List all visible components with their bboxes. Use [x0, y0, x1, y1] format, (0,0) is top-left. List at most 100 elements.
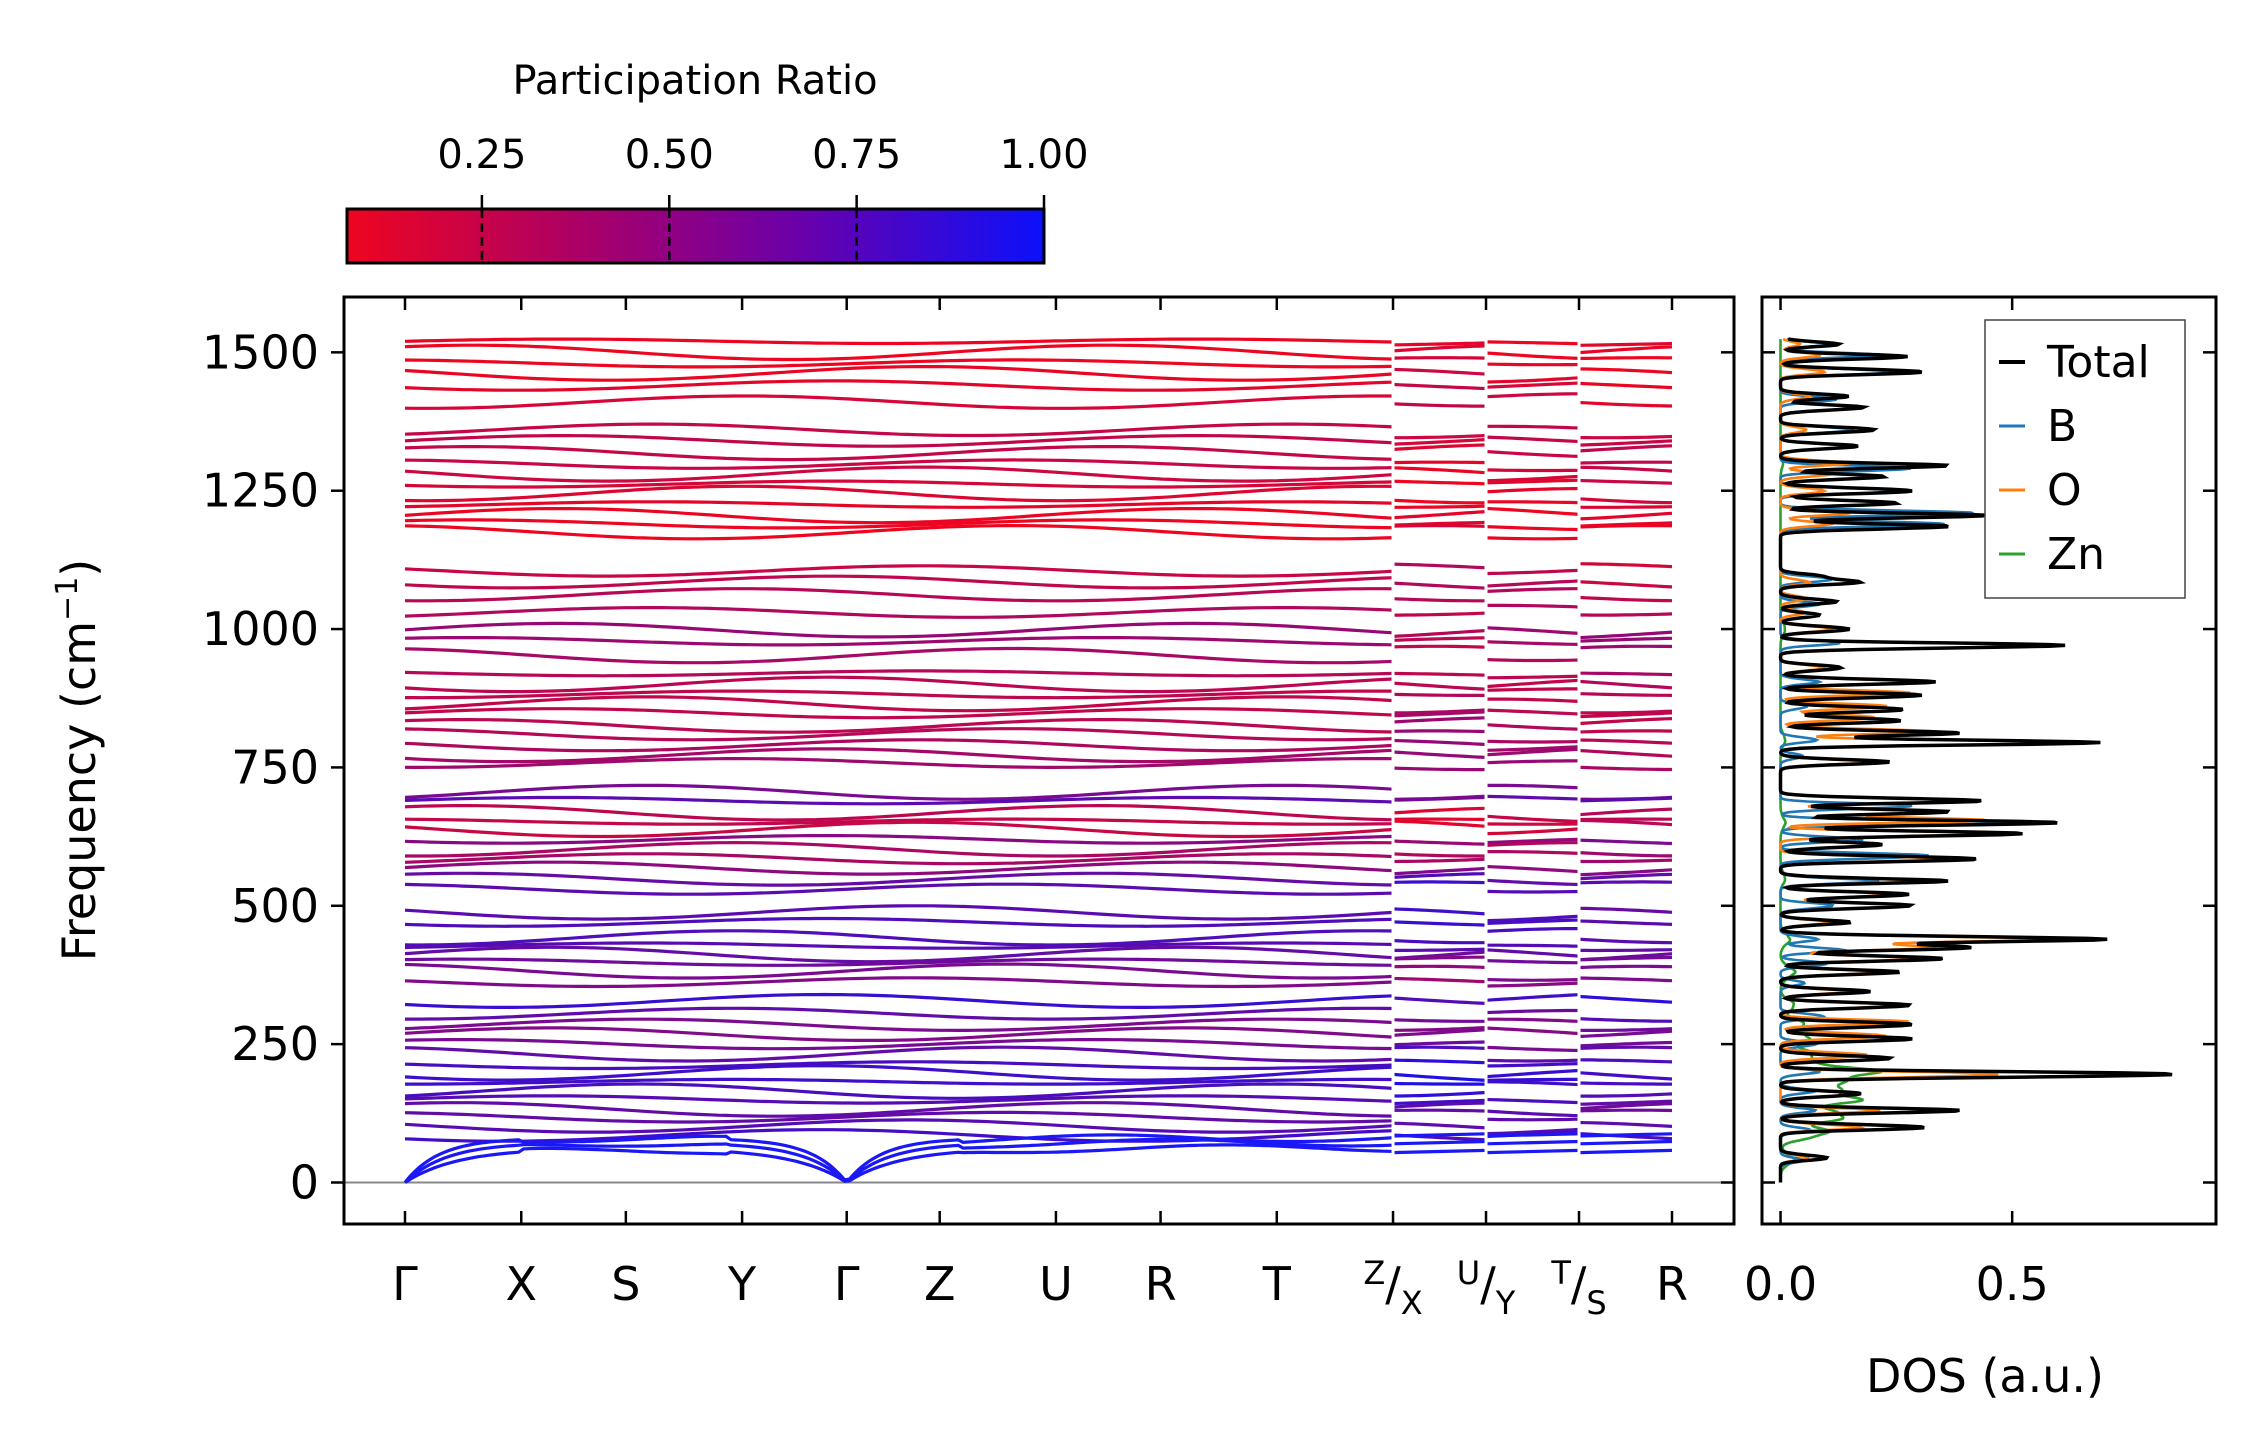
phonon-band [1578, 1108, 1673, 1113]
phonon-band [1392, 681, 1487, 691]
high-symmetry-label: Γ [392, 1257, 418, 1311]
phonon-band [1392, 738, 1487, 747]
phonon-band [404, 1060, 1394, 1071]
dos-x-tick-label: 0.0 [1744, 1257, 1817, 1311]
phonon-band [404, 1026, 1394, 1042]
phonon-band [1485, 340, 1580, 346]
label-subscript: Y [1495, 1284, 1516, 1322]
phonon-band [1392, 1121, 1487, 1130]
phonon-band [1485, 362, 1580, 367]
phonon-band [1392, 866, 1487, 876]
phonon-band [1485, 536, 1580, 541]
phonon-band [1579, 948, 1673, 953]
phonon-band [404, 379, 1394, 392]
phonon-band [1392, 1045, 1487, 1050]
label-subscript: X [1401, 1284, 1423, 1322]
phonon-band [1392, 729, 1487, 734]
acoustic-branch [404, 1143, 1394, 1184]
acoustic-branch [1485, 1132, 1580, 1138]
phonon-band [1578, 994, 1673, 1004]
phonon-band [1578, 1099, 1673, 1106]
dos-panel: 0.0 0.5 DOS (a.u.) Total BO Zn [1744, 295, 2218, 1403]
phonon-band [1485, 794, 1580, 801]
phonon-band [1578, 964, 1673, 970]
phonon-band [1485, 478, 1580, 485]
phonon-band [1392, 976, 1487, 984]
phonon-band [1393, 947, 1487, 952]
acoustic-branch [1578, 1148, 1673, 1155]
phonon-band [404, 524, 1394, 541]
phonon-band [1578, 524, 1673, 529]
phonon-band [1485, 1008, 1579, 1015]
phonon-band [1486, 697, 1580, 703]
phonon-band [404, 941, 1394, 950]
phonon-band [404, 1082, 1394, 1100]
phonon-band [1578, 341, 1673, 347]
band-y-tick-label: 250 [231, 1017, 319, 1071]
band-x-ticks [403, 297, 1674, 1224]
phonon-band [1392, 795, 1487, 802]
phonon-band [1578, 838, 1673, 846]
phonon-band [404, 852, 1394, 866]
phonon-band [1392, 344, 1487, 353]
phonon-band [1485, 745, 1580, 752]
phonon-band [1485, 948, 1580, 958]
phonon-band [1578, 400, 1673, 408]
acoustic-branch [1392, 1132, 1487, 1138]
phonon-band [1486, 1017, 1580, 1023]
phonon-band [1485, 927, 1579, 933]
phonon-band [1392, 466, 1487, 475]
phonon-band [404, 1094, 1394, 1105]
band-y-tick-label: 0 [290, 1155, 319, 1209]
phonon-band [1485, 1062, 1580, 1068]
phonon-band [1392, 857, 1487, 864]
phonon-band [1485, 678, 1580, 689]
phonon-band [1392, 382, 1487, 391]
dos-curve-total [1778, 337, 2173, 1183]
phonon-band [1392, 644, 1487, 649]
dos-x-axis-label: DOS (a.u.) [1866, 1349, 2104, 1403]
phonon-band [1578, 796, 1673, 803]
phonon-band [1392, 636, 1487, 642]
acoustic-branch [403, 1133, 1394, 1184]
phonon-band [404, 834, 1394, 845]
band-y-tick-label: 1000 [202, 602, 319, 656]
phonon-band [404, 817, 1394, 826]
legend-box [1984, 319, 2186, 599]
phonon-band [1578, 748, 1673, 758]
phonon-band [1578, 511, 1673, 521]
phonon-band [404, 1038, 1394, 1051]
phonon-band [1485, 392, 1579, 399]
label-superscript: T [1550, 1254, 1571, 1292]
phonon-band [1392, 907, 1487, 916]
phonon-band [404, 500, 1394, 509]
phonon-band [1486, 783, 1580, 790]
label-main: / [1385, 1257, 1401, 1311]
phonon-band [1578, 630, 1673, 640]
phonon-band [1485, 657, 1580, 663]
phonon-band [1578, 1045, 1673, 1050]
phonon-band [404, 434, 1394, 448]
phonon-band [1485, 1058, 1580, 1063]
phonon-band [1485, 814, 1580, 823]
phonon-band [404, 636, 1394, 647]
phonon-band [404, 1045, 1394, 1063]
phonon-band [1485, 747, 1580, 757]
phonon-band [1392, 872, 1487, 879]
acoustic-branch [1392, 1148, 1487, 1155]
phonon-band [1579, 709, 1673, 715]
phonon-band [1485, 1127, 1580, 1136]
phonon-band [1578, 906, 1673, 914]
phonon-band [1392, 996, 1487, 1005]
phonon-band [404, 992, 1394, 1009]
phonon-band [1578, 444, 1673, 453]
phonon-band [1485, 977, 1580, 982]
phonon-band [404, 337, 1394, 346]
y-axis-label-close: ) [52, 559, 106, 577]
phonon-band [404, 1110, 1394, 1124]
phonon-band [404, 860, 1394, 876]
phonon-band [1392, 1098, 1487, 1106]
phonon-band [404, 465, 1394, 483]
phonon-band [1578, 880, 1673, 885]
